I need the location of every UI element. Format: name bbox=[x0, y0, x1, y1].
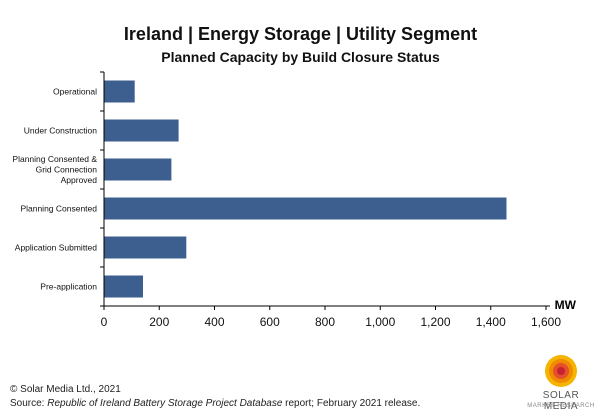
source-title: Republic of Ireland Battery Storage Proj… bbox=[47, 398, 283, 409]
source-prefix: Source: bbox=[10, 398, 48, 409]
bar-3 bbox=[104, 197, 507, 220]
x-tick-label-2: 400 bbox=[204, 315, 224, 329]
bar-5 bbox=[104, 275, 143, 298]
logo-tagline: MARKET RESEARCH bbox=[527, 403, 595, 409]
source-suffix: report; February 2021 release. bbox=[282, 398, 421, 409]
x-tick-label-0: 0 bbox=[101, 315, 108, 329]
axes-group bbox=[100, 71, 550, 310]
footer: © Solar Media Ltd., 2021 Source: Republi… bbox=[10, 383, 420, 411]
copyright-text: © Solar Media Ltd., 2021 bbox=[10, 384, 121, 395]
x-tick-label-1: 200 bbox=[149, 315, 169, 329]
bar-1 bbox=[104, 119, 179, 142]
category-label-5: Pre-application bbox=[40, 282, 97, 292]
chart-subtitle: Planned Capacity by Build Closure Status bbox=[161, 49, 440, 65]
bar-4 bbox=[104, 236, 187, 259]
chart-title: Ireland | Energy Storage | Utility Segme… bbox=[123, 24, 478, 44]
tick-labels-group: 0 200 400 600 800 1,000 1,200 1,400 1,600 bbox=[101, 315, 562, 329]
logo-name: SOLAR MEDIA bbox=[542, 390, 580, 412]
bar-chart: Operational Under Construction Planning Co… bbox=[12, 71, 577, 329]
x-tick-label-3: 600 bbox=[260, 315, 280, 329]
category-label-2: Planning Consented & Grid Connection Appro… bbox=[12, 154, 97, 185]
bar-0 bbox=[104, 80, 135, 103]
category-label-1: Under Construction bbox=[24, 126, 98, 136]
sun-swirl-icon bbox=[545, 355, 577, 387]
bars-group bbox=[104, 80, 507, 298]
unit-label: MW bbox=[555, 298, 577, 312]
solar-media-logo: SOLAR MEDIA MARKET RESEARCH bbox=[526, 352, 596, 416]
x-tick-label-6: 1,200 bbox=[420, 315, 450, 329]
category-label-4: Application Submitted bbox=[15, 243, 97, 253]
x-tick-label-8: 1,600 bbox=[531, 315, 561, 329]
x-tick-label-7: 1,400 bbox=[476, 315, 506, 329]
x-tick-label-5: 1,000 bbox=[365, 315, 395, 329]
bar-2 bbox=[104, 158, 172, 181]
category-label-0: Operational bbox=[53, 87, 97, 97]
category-labels-group: Operational Under Construction Planning Co… bbox=[12, 87, 97, 292]
x-tick-label-4: 800 bbox=[315, 315, 335, 329]
category-label-3: Planning Consented bbox=[20, 204, 97, 214]
source-line: Source: Republic of Ireland Battery Stor… bbox=[10, 397, 420, 411]
